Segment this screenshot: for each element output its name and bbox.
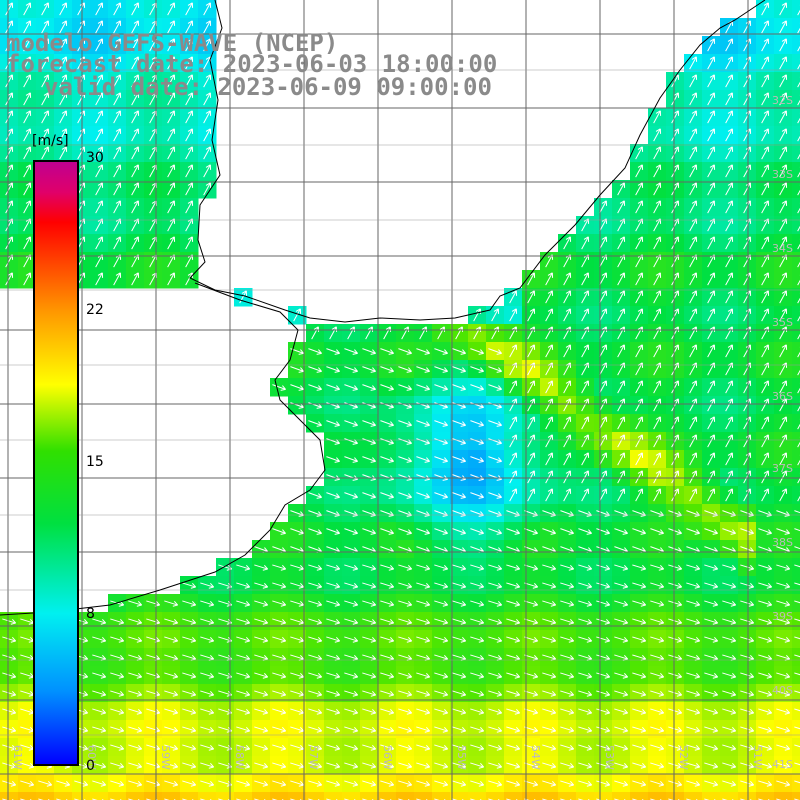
wind-cell [792,0,800,19]
colorbar-tick-8: 8 [86,606,95,622]
lat-label: 36S [772,390,793,403]
colorbar-tick-15: 15 [86,454,104,470]
wind-cell [792,72,800,91]
wind-cell [792,126,800,145]
wind-cell [792,792,800,800]
wind-cell [792,252,800,271]
wind-cell [792,486,800,505]
lon-label: 59W [159,745,172,770]
wind-cell [792,738,800,757]
wind-cell [792,324,800,343]
wind-cell [792,216,800,235]
lon-label: 51W [751,745,764,770]
title-valid-date: valid date: 2023-06-09 09:00:00 [44,73,492,101]
wind-cell [792,234,800,253]
wind-cell [792,180,800,199]
wind-cell [792,162,800,181]
wind-cell [792,306,800,325]
wind-cell [792,108,800,127]
wind-cell [792,594,800,613]
wind-cell [792,54,800,73]
wind-cell [792,360,800,379]
lon-label: 53W [603,745,616,770]
lat-label: 34S [772,242,793,255]
lat-label: 40S [772,684,793,697]
wind-cell [792,756,800,775]
lon-label: 56W [381,745,394,770]
lon-label: 54W [529,745,542,770]
wind-cell [792,630,800,649]
wind-cell [792,18,800,37]
lat-label: 39S [772,610,793,623]
wind-cell [792,702,800,721]
wind-cell [792,648,800,667]
wind-cell [792,378,800,397]
lon-label: 55W [455,745,468,770]
wind-cell [792,90,800,109]
wind-cell [792,720,800,739]
lon-label: 52W [677,745,690,770]
wind-cell [792,414,800,433]
colorbar-tick-30: 30 [86,150,104,166]
lon-label: 61W [11,745,24,770]
lon-label: 58W [233,745,246,770]
lat-label: 33S [772,168,793,181]
wind-cell [792,396,800,415]
lat-label: 41S [772,758,793,771]
lat-label: 32S [772,94,793,107]
wind-cell [792,774,800,793]
colorbar-tick-0: 0 [86,758,95,774]
wind-cell [792,522,800,541]
lat-label: 38S [772,536,793,549]
wind-cell [792,540,800,559]
wind-cell [792,144,800,163]
wind-cell [792,504,800,523]
wind-cell [792,342,800,361]
wind-cell [792,468,800,487]
colorbar-unit: [m/s] [32,133,69,149]
wind-cell [792,198,800,217]
wind-cell [792,666,800,685]
lat-label: 35S [772,316,793,329]
wind-cell [792,36,800,55]
colorbar [33,160,79,766]
wind-cell [792,270,800,289]
wind-cell [792,432,800,451]
lat-label: 37S [772,462,793,475]
wind-cell [792,612,800,631]
wind-cell [792,450,800,469]
wind-cell [792,288,800,307]
wind-cell [792,576,800,595]
wind-cell [792,558,800,577]
lon-label: 57W [307,745,320,770]
colorbar-tick-22: 22 [86,302,104,318]
